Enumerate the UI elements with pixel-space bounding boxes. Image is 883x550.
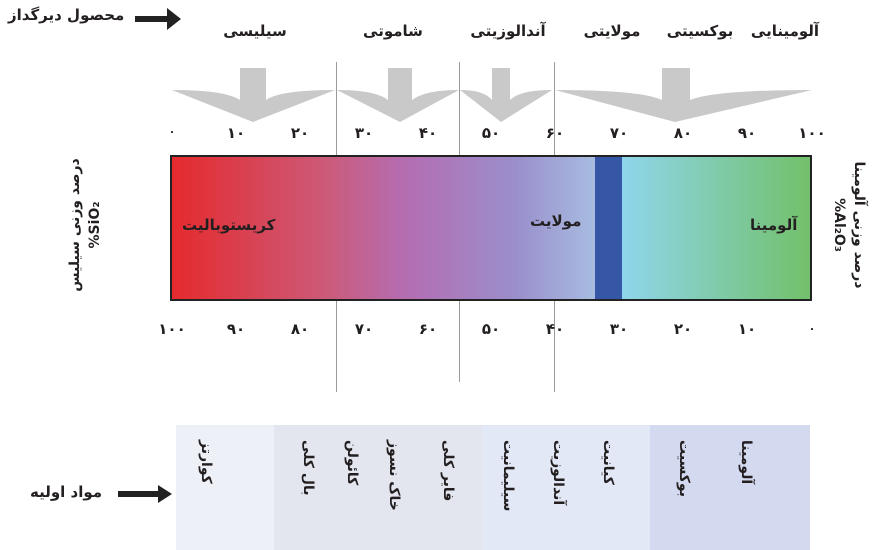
alumina-tick: ٠	[168, 125, 176, 138]
alumina-tick: ٢٠	[290, 124, 310, 142]
silica-tick: ۴٠	[545, 320, 565, 338]
silica-tick: ١٠٠	[158, 320, 186, 338]
alumina-axis-label: درصد وزنی آلومینا %Al₂O₃	[815, 140, 883, 310]
alumina-range-arrow	[555, 68, 812, 122]
category-alumina: آلومینایی	[750, 22, 820, 40]
alumina-tick: ۴٠	[418, 124, 438, 142]
material-refractory-clay: خاک نسوز	[386, 440, 402, 511]
andalusite-range-arrow	[460, 68, 552, 122]
material-kaolin: کائولن	[344, 440, 360, 486]
fireclay-range-arrow	[337, 68, 459, 122]
category-range-arrows	[172, 68, 812, 122]
arrow-right-icon	[135, 8, 181, 30]
composition-bar	[170, 155, 812, 301]
category-bauxite: بوکسیتی	[666, 22, 734, 40]
silica-tick: ۵٠	[481, 320, 501, 338]
silica-tick: ٣٠	[609, 320, 629, 338]
alumina-tick: ٧٠	[609, 124, 629, 142]
alumina-label: آلومینا	[750, 216, 798, 234]
alumina-tick: ۶٠	[545, 124, 565, 142]
silica-axis-unit: %SiO₂	[87, 201, 103, 249]
material-quartz: کوارتز	[198, 440, 214, 484]
material-kyanite: کیانیت	[600, 440, 616, 485]
category-silica: سیلیسی	[223, 22, 287, 40]
silica-tick: ۶٠	[418, 320, 438, 338]
material-fire-clay: فایر کلی	[440, 440, 456, 502]
product-label-block: محصول دیرگداز	[0, 6, 185, 42]
silica-tick: ٩٠	[226, 320, 246, 338]
silica-tick: ١٠	[737, 320, 757, 338]
material-andalusite: آندالوزیت	[550, 440, 566, 506]
silica-axis-title: درصد وزنی سیلیس	[67, 158, 83, 292]
materials-group-4	[650, 425, 810, 550]
material-sillimanite: سیلیمانیت	[500, 440, 516, 512]
material-ball-clay: بال کلی	[300, 440, 316, 496]
materials-group-2	[274, 425, 482, 550]
alumina-tick: ١٠٠	[798, 124, 826, 142]
material-bauxite: بوکسیت	[676, 440, 692, 497]
materials-group-3	[482, 425, 650, 550]
alumina-tick: ٩٠	[737, 124, 757, 142]
silica-tick: ٠	[808, 322, 816, 335]
category-andalusite: آندالوزیتی	[470, 22, 546, 40]
material-alumina: آلومینا	[738, 440, 754, 485]
silica-range-arrow	[172, 68, 335, 122]
alumina-tick: ١٠	[226, 124, 246, 142]
alumina-axis-unit: %Al₂O₃	[831, 198, 847, 252]
materials-group-1	[176, 425, 274, 550]
materials-label-block: مواد اولیه	[0, 480, 176, 510]
product-label: محصول دیرگداز	[8, 6, 125, 24]
alumina-axis-title: درصد وزنی آلومینا	[851, 161, 867, 289]
category-mullite: مولایتی	[583, 22, 641, 40]
category-fireclay: شاموتی	[363, 22, 423, 40]
alumina-tick: ۵٠	[481, 124, 501, 142]
mullite-label: مولایت	[530, 212, 582, 230]
cristobalite-label: کریستوبالیت	[182, 216, 276, 234]
arrow-right-icon	[118, 485, 172, 503]
mullite-band	[595, 157, 622, 299]
silica-axis-label: درصد وزنی سیلیس %SiO₂	[0, 140, 170, 310]
silica-tick: ٧٠	[354, 320, 374, 338]
alumina-tick: ٣٠	[354, 124, 374, 142]
materials-label: مواد اولیه	[30, 483, 103, 501]
alumina-tick: ٨٠	[673, 124, 693, 142]
silica-tick: ٢٠	[673, 320, 693, 338]
silica-tick: ٨٠	[290, 320, 310, 338]
